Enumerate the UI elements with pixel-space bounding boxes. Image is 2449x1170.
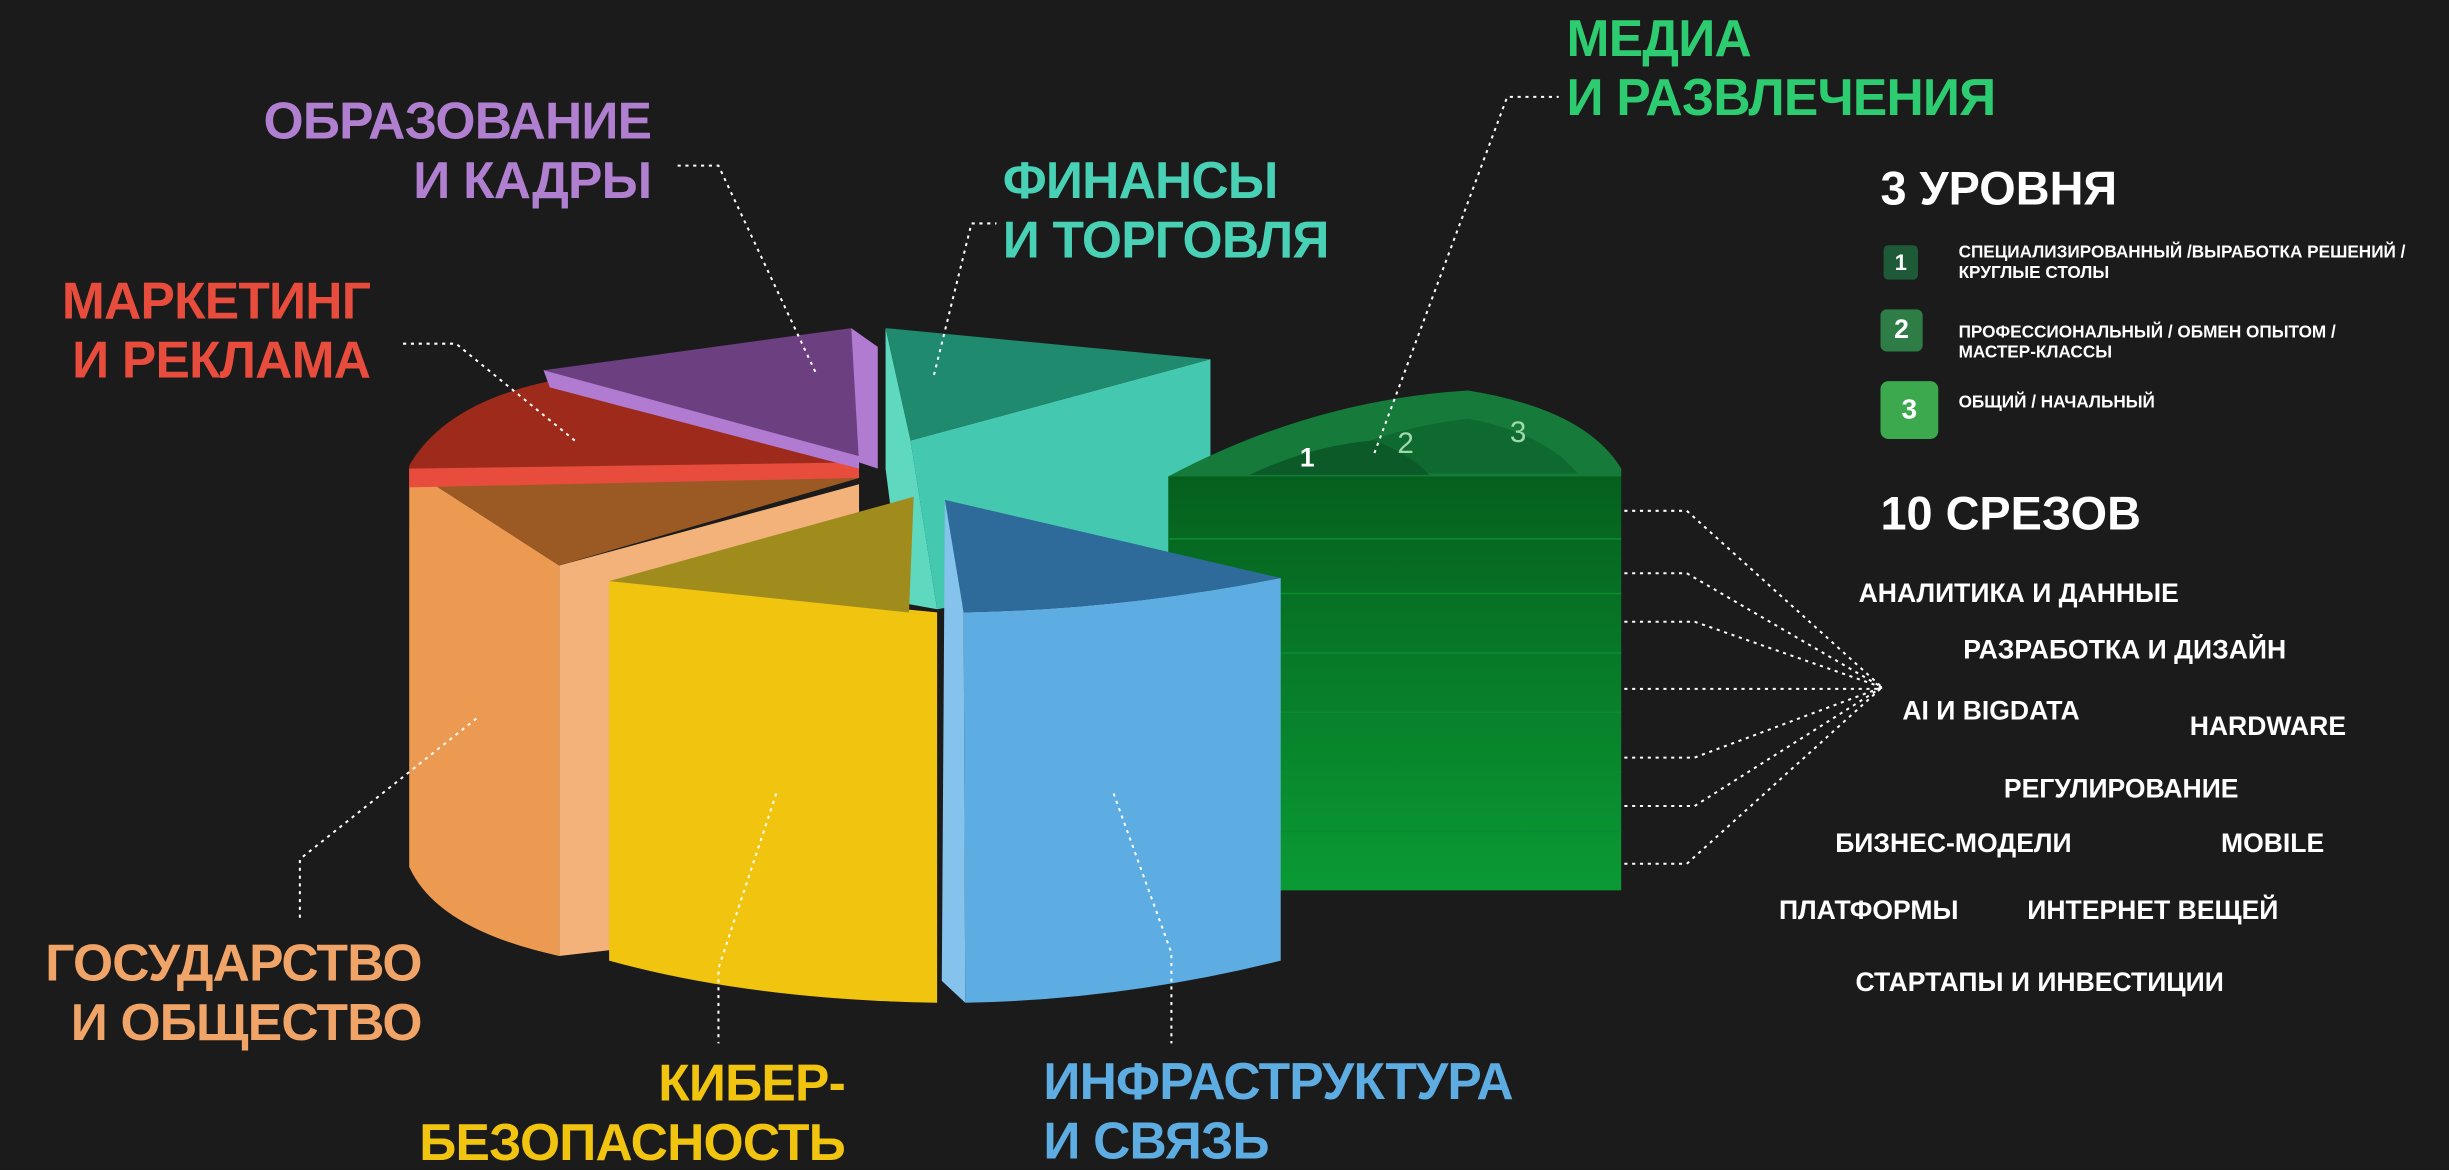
level-number: 1: [1895, 250, 1907, 275]
slice: ПЛАТФОРМЫ: [1779, 895, 1959, 925]
sector-label: МЕДИА: [1567, 9, 1751, 67]
sector-label: КИБЕР-: [658, 1054, 845, 1112]
purple-side: [851, 328, 878, 469]
purple-top: [543, 328, 860, 457]
sector-label: МАРКЕТИНГ: [62, 271, 371, 329]
yellow-top: [609, 496, 938, 616]
slice: AI И BIGDATA: [1902, 695, 2079, 725]
level-text: ПРОФЕССИОНАЛЬНЫЙ / ОБМЕН ОПЫТОМ /: [1959, 321, 2336, 341]
level-text: ОБЩИЙ / НАЧАЛЬНЫЙ: [1959, 392, 2155, 412]
level-number: 3: [1902, 393, 1918, 424]
slice: РАЗРАБОТКА И ДИЗАЙН: [1963, 634, 2286, 664]
level-text: МАСТЕР-КЛАССЫ: [1959, 342, 2112, 362]
level-number: 2: [1397, 427, 1414, 460]
pie: [409, 328, 1622, 1003]
sector-label: И ОБЩЕСТВО: [71, 993, 422, 1051]
slice: АНАЛИТИКА И ДАННЫЕ: [1859, 578, 2179, 608]
slice: БИЗНЕС-МОДЕЛИ: [1835, 828, 2071, 858]
leaders: [298, 95, 1883, 1044]
orange-side: [409, 468, 560, 956]
level-number: 1: [1300, 442, 1315, 472]
red-top: [409, 381, 860, 485]
sector-label: И СВЯЗЬ: [1043, 1112, 1268, 1170]
blue-front: [963, 577, 1281, 1003]
blue-side: [941, 499, 966, 1003]
pie-level-numbers: 1 2 3: [1300, 416, 1526, 472]
levels-legend: 3 УРОВНЯ 1 СПЕЦИАЛИЗИРОВАННЫЙ /ВЫРАБОТКА…: [1880, 163, 2406, 439]
blue-top: [944, 499, 1281, 613]
level-text: СПЕЦИАЛИЗИРОВАННЫЙ /ВЫРАБОТКА РЕШЕНИЙ /: [1959, 242, 2406, 262]
level-number: 2: [1894, 314, 1909, 344]
green-ring: [1249, 440, 1430, 475]
slice: СТАРТАПЫ И ИНВЕСТИЦИИ: [1855, 967, 2223, 997]
level-number: 3: [1510, 416, 1527, 449]
slice: ИНТЕРНЕТ ВЕЩЕЙ: [2027, 895, 2278, 925]
sector-label: БЕЗОПАСНОСТЬ: [419, 1113, 845, 1170]
sector-label: И РАЗВЛЕЧЕНИЯ: [1567, 68, 1996, 126]
level-badge: [1883, 245, 1918, 280]
level-text: КРУГЛЫЕ СТОЛЫ: [1959, 262, 2110, 282]
slice: HARDWARE: [2190, 711, 2346, 741]
slices-title: 10 СРЕЗОВ: [1880, 487, 2140, 539]
red-edge: [409, 462, 860, 488]
sector-label: ГОСУДАРСТВО: [45, 933, 421, 991]
slice: MOBILE: [2221, 828, 2324, 858]
sector-label: И РЕКЛАМА: [72, 331, 370, 389]
sector-label: ИНФРАСТРУКТУРА: [1043, 1052, 1513, 1110]
teal-top: [885, 328, 1211, 441]
slice: РЕГУЛИРОВАНИЕ: [2004, 773, 2239, 803]
yellow-front: [609, 581, 938, 1003]
level-badge: [1880, 381, 1939, 439]
level-badge: [1880, 309, 1923, 352]
levels-title: 3 УРОВНЯ: [1880, 163, 2117, 215]
sector-label: ОБРАЗОВАНИЕ: [264, 92, 652, 150]
slices-list: 10 СРЕЗОВ АНАЛИТИКА И ДАННЫЕ РАЗРАБОТКА …: [1779, 487, 2346, 997]
sector-label: ФИНАНСЫ: [1003, 151, 1278, 209]
sector-label: И ТОРГОВЛЯ: [1003, 210, 1329, 268]
sector-label: И КАДРЫ: [413, 151, 651, 209]
purple-edge: [543, 370, 860, 469]
sector-labels: МЕДИА И РАЗВЛЕЧЕНИЯ ОБРАЗОВАНИЕ И КАДРЫ …: [45, 9, 1996, 1170]
